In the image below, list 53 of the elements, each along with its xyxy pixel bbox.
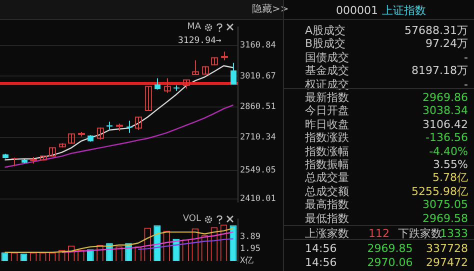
y-tick-label: 2710.34 [240,132,276,143]
text: 2969.86 [422,91,468,104]
text: 14:56 [305,242,337,255]
text: 指数涨跌 [305,131,349,144]
text: 000001 [336,4,378,17]
y-tick-label: 1.95 [240,244,260,254]
text: 2969.85 [367,242,413,255]
y-tick-label: X亿 [240,255,254,266]
text: 指数振幅 [305,158,349,171]
y-tick-label: 2860.51 [240,102,276,112]
text: 基金成交 [305,64,349,78]
text: 2969.58 [422,212,468,225]
text: 14:56 [305,256,337,269]
annotation: 3129.94→ [178,36,222,46]
text: 1333 [440,227,468,240]
y-tick-label: 2410.01 [240,194,276,204]
text: -136.56 [426,131,468,144]
text: - [464,78,468,91]
text: 下跌家数 [398,227,442,240]
text: 97.24万 [426,37,468,50]
text: 最低指数 [305,212,349,225]
y-tick-label: 3010.67 [240,71,276,82]
annotation: MA [187,22,201,32]
text: 最高指数 [305,198,349,212]
text: 昨日收盘 [305,118,349,131]
text: B股成交 [305,37,346,50]
text: 57688.31万 [404,24,468,37]
text: 上证指数 [382,4,426,17]
annotation: VOL [182,214,201,224]
text: 3106.42 [422,118,468,131]
text: -4.40% [429,144,468,158]
text: 最新指数 [305,91,349,104]
text: A股成交 [305,24,346,37]
text: 2970.06 [367,256,413,269]
text: 5.78亿 [432,171,468,184]
text: 国债成交 [305,50,349,64]
y-tick-label: 3160.84 [240,40,276,51]
text: 3.55% [433,158,468,171]
text: 5255.98亿 [412,184,468,198]
y-tick-label: 3.89 [240,232,260,242]
y-tick-label: 2549.05 [240,166,276,176]
text: 总成交量 [305,171,349,184]
text: 3075.05 [422,198,468,212]
text: 297472 [426,256,468,269]
text: 337728 [426,242,468,255]
text: 3038.34 [422,104,468,118]
text: 112 [368,227,390,240]
text: 今日开盘 [305,104,349,118]
text: - [464,50,468,64]
text: 总成交额 [305,184,349,198]
text: 指数涨幅 [305,144,349,158]
text: 8197.18万 [412,64,468,78]
text: 上涨家数 [305,227,349,240]
